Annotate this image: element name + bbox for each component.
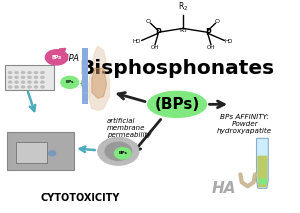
- Text: CYTOTOXICITY: CYTOTOXICITY: [40, 193, 120, 203]
- Text: R$_1$: R$_1$: [178, 26, 188, 35]
- Circle shape: [34, 86, 38, 88]
- Text: OH: OH: [151, 45, 159, 50]
- Circle shape: [49, 151, 56, 156]
- Circle shape: [8, 81, 12, 83]
- Circle shape: [115, 148, 131, 159]
- Circle shape: [14, 81, 19, 83]
- Circle shape: [21, 86, 25, 88]
- Circle shape: [21, 71, 25, 74]
- Text: (BPs): (BPs): [154, 97, 200, 112]
- Circle shape: [34, 71, 38, 74]
- Circle shape: [8, 76, 12, 79]
- Circle shape: [105, 142, 131, 160]
- Circle shape: [34, 76, 38, 79]
- Circle shape: [21, 76, 25, 79]
- Circle shape: [40, 76, 44, 79]
- Circle shape: [28, 86, 31, 88]
- Circle shape: [40, 71, 44, 74]
- Text: BPs: BPs: [65, 80, 74, 84]
- Polygon shape: [89, 46, 110, 110]
- Text: O: O: [146, 19, 151, 24]
- Circle shape: [61, 76, 79, 88]
- Circle shape: [14, 71, 19, 74]
- Text: P: P: [155, 28, 161, 37]
- Text: P: P: [205, 28, 211, 37]
- Circle shape: [14, 86, 19, 88]
- Text: PAMPA: PAMPA: [51, 54, 80, 63]
- Text: O: O: [215, 19, 220, 24]
- Circle shape: [40, 81, 44, 83]
- Circle shape: [28, 71, 31, 74]
- Text: OH: OH: [207, 45, 215, 50]
- Ellipse shape: [148, 91, 206, 117]
- Text: artificial
membrane
permeability: artificial membrane permeability: [106, 118, 151, 138]
- Bar: [82, 48, 88, 104]
- Polygon shape: [256, 138, 268, 188]
- Text: R$_2$: R$_2$: [178, 1, 188, 13]
- Text: HO: HO: [225, 39, 233, 45]
- Circle shape: [21, 81, 25, 83]
- Text: BPs AFFINITY:
Powder
hydroxyapatite: BPs AFFINITY: Powder hydroxyapatite: [217, 114, 272, 134]
- Text: HA: HA: [212, 181, 236, 196]
- Circle shape: [14, 76, 19, 79]
- Circle shape: [28, 76, 31, 79]
- Circle shape: [8, 86, 12, 88]
- Circle shape: [8, 71, 12, 74]
- FancyBboxPatch shape: [16, 142, 47, 163]
- FancyBboxPatch shape: [7, 132, 74, 170]
- Circle shape: [259, 179, 267, 184]
- Text: BPs: BPs: [118, 151, 127, 155]
- Circle shape: [40, 86, 44, 88]
- Circle shape: [28, 81, 31, 83]
- Polygon shape: [258, 156, 267, 187]
- Circle shape: [34, 81, 38, 83]
- Text: Bisphosphonates: Bisphosphonates: [80, 59, 275, 78]
- Circle shape: [45, 50, 68, 65]
- Text: BPs: BPs: [52, 55, 61, 60]
- Polygon shape: [92, 68, 106, 98]
- FancyBboxPatch shape: [5, 65, 54, 90]
- Circle shape: [98, 137, 139, 165]
- Text: HO: HO: [133, 39, 141, 45]
